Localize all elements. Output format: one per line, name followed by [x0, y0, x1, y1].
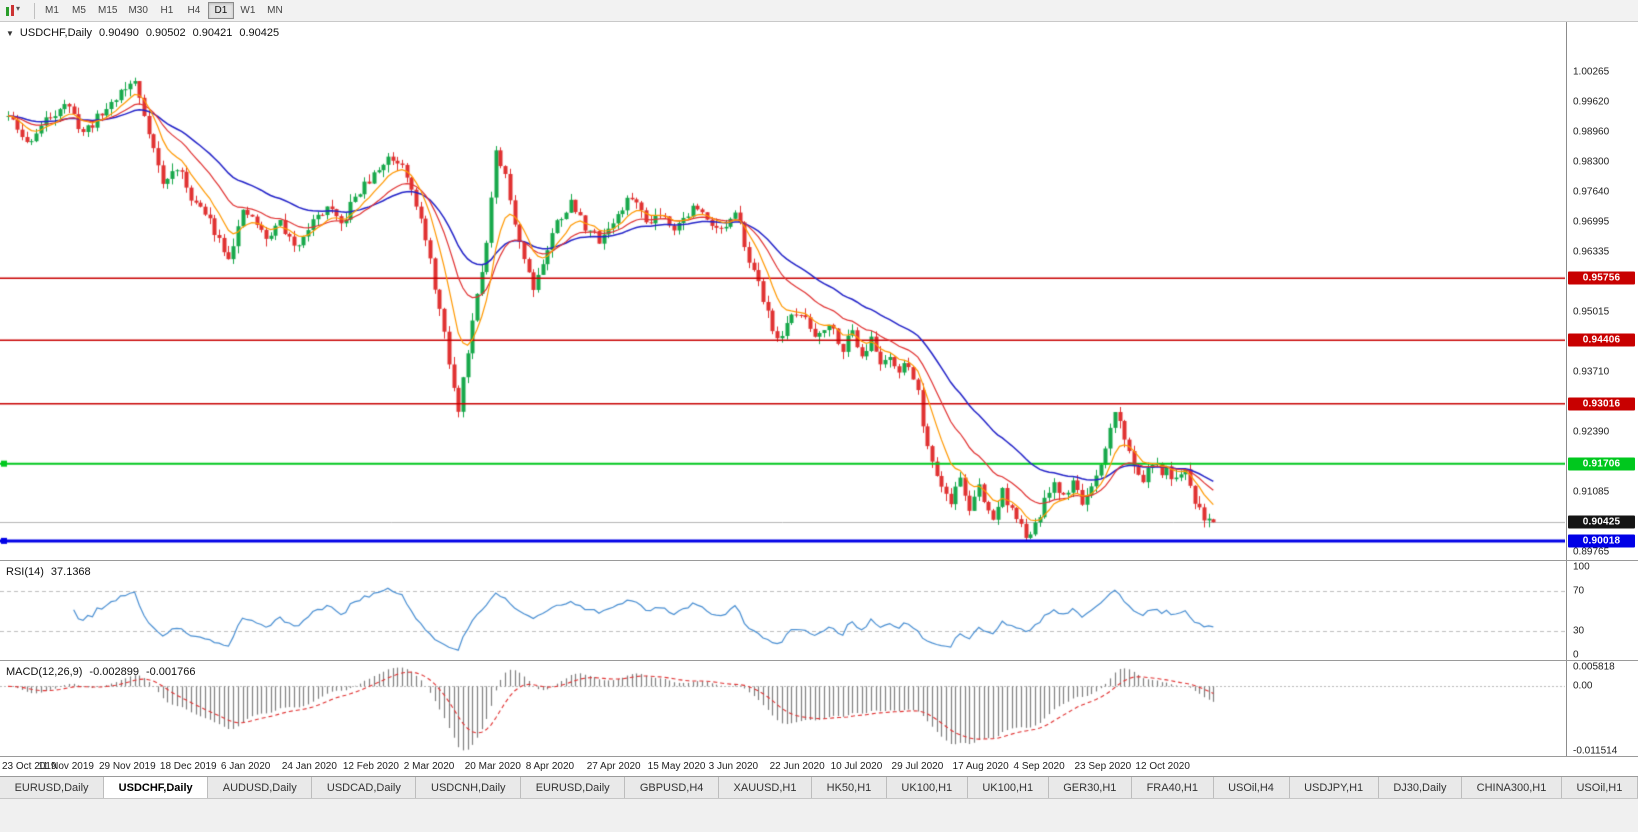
chart-tab-dj30-daily[interactable]: DJ30,Daily	[1378, 777, 1463, 798]
rsi-axis-label: 0	[1573, 649, 1579, 661]
date-axis-label: 4 Sep 2020	[1013, 761, 1065, 772]
rsi-axis-label: 70	[1573, 585, 1585, 597]
timeframe-button-h4[interactable]: H4	[187, 5, 201, 16]
date-axis-label: 23 Oct 2019	[2, 761, 57, 772]
date-axis-label: 12 Oct 2020	[1135, 761, 1190, 772]
current-price-tag: 0.90425	[1568, 515, 1635, 529]
date-axis-label: 29 Nov 2019	[98, 761, 156, 772]
date-axis-label: 2 Mar 2020	[403, 761, 455, 772]
hline-price-tag: 0.94406	[1568, 333, 1635, 347]
status-bar	[0, 798, 1638, 832]
date-axis-label: 18 Dec 2019	[159, 761, 217, 772]
timeframe-buttons-group: M1 M5 M15 M30 H1 H4 D1 W1 MN	[39, 2, 288, 19]
chart-tab-china300-h1[interactable]: CHINA300,H1	[1462, 777, 1562, 798]
candle-bar-icon	[11, 4, 14, 16]
chart-tabs-bar: EURUSD,Daily USDCHF,Daily AUDUSD,Daily USDC…	[0, 776, 1638, 798]
date-axis-label: 27 Apr 2020	[586, 761, 641, 772]
chart-tab-ger30-h1[interactable]: GER30,H1	[1048, 777, 1133, 798]
date-axis-label: 6 Jan 2020	[220, 761, 271, 772]
toolbar-separator	[34, 2, 35, 19]
date-axis-label: 12 Feb 2020	[342, 761, 399, 772]
chart-tab-uk100-h1[interactable]: UK100,H1	[967, 777, 1049, 798]
timeframe-button-mn[interactable]: MN	[267, 5, 283, 16]
chart-type-icon[interactable]: ▾	[4, 3, 28, 19]
rsi-axis-label: 30	[1573, 625, 1585, 637]
hline-price-tag: 0.93016	[1568, 397, 1635, 411]
date-axis-label: 11 Nov 2019	[37, 761, 94, 772]
chart-tab-usdcad-daily[interactable]: USDCAD,Daily	[312, 777, 417, 798]
date-axis-label: 3 Jun 2020	[708, 761, 759, 772]
chart-tab-audusd-daily[interactable]: AUDUSD,Daily	[208, 777, 313, 798]
chart-tab-usdchf-daily[interactable]: USDCHF,Daily	[104, 777, 209, 798]
chart-tab-gbpusd-h4[interactable]: GBPUSD,H4	[625, 777, 719, 798]
chart-tab-xauusd-h1[interactable]: XAUUSD,H1	[718, 777, 813, 798]
chart-tab-usdjpy-h1[interactable]: USDJPY,H1	[1289, 777, 1379, 798]
price-axis-label: 0.89765	[1573, 546, 1610, 558]
macd-axis[interactable]: 0.005818 0.00 -0.011514	[1566, 661, 1638, 756]
timeframe-button-w1[interactable]: W1	[240, 5, 256, 16]
symbol-dropdown-arrow-icon[interactable]: ▼	[6, 28, 14, 38]
chart-tab-eurusd-daily[interactable]: EURUSD,Daily	[521, 777, 626, 798]
chart-area: ▼ USDCHF,Daily 0.90490 0.90502 0.90421 0…	[0, 22, 1638, 776]
price-axis-label: 0.98960	[1573, 126, 1610, 138]
date-axis-label: 23 Sep 2020	[1074, 761, 1132, 772]
timeframe-button-m30[interactable]: M30	[128, 5, 148, 16]
hline-price-tag: 0.95756	[1568, 271, 1635, 285]
price-axis-label: 0.99620	[1573, 96, 1610, 108]
date-axis-label: 20 Mar 2020	[464, 761, 521, 772]
macd-axis-label: 0.00	[1573, 680, 1593, 692]
date-axis-label: 15 May 2020	[647, 761, 706, 772]
date-axis-label: 24 Jan 2020	[281, 761, 337, 772]
price-axis-label: 0.93710	[1573, 366, 1610, 378]
timeframe-button-h1[interactable]: H1	[160, 5, 174, 16]
timeframe-button-m5[interactable]: M5	[72, 5, 86, 16]
price-chart-canvas[interactable]	[0, 22, 1565, 560]
rsi-axis-label: 100	[1573, 561, 1590, 573]
hline-price-tag: 0.91706	[1568, 457, 1635, 471]
price-axis-label: 0.97640	[1573, 186, 1610, 198]
price-axis-label: 0.98300	[1573, 156, 1610, 168]
price-axis-label: 0.96995	[1573, 216, 1610, 228]
date-axis-label: 22 Jun 2020	[769, 761, 825, 772]
hline-price-tag: 0.90018	[1568, 534, 1635, 548]
caret-down-icon: ▾	[16, 3, 21, 13]
price-axis[interactable]: 1.00265 0.99620 0.98960 0.98300 0.97640 0.969…	[1566, 22, 1638, 560]
rsi-pane: RSI(14) 37.1368 100 70 30 0	[0, 560, 1638, 660]
chart-tab-usoil-h1[interactable]: USOil,H1	[1561, 777, 1638, 798]
date-axis-label: 29 Jul 2020	[891, 761, 944, 772]
timeframe-button-m1[interactable]: M1	[45, 5, 59, 16]
chart-tab-eurusd-daily[interactable]: EURUSD,Daily	[0, 777, 105, 798]
price-axis-label: 0.91085	[1573, 486, 1610, 498]
timeframe-button-d1[interactable]: D1	[207, 2, 234, 19]
time-axis[interactable]: 23 Oct 2019 11 Nov 2019 29 Nov 2019 18 Dec …	[0, 756, 1638, 776]
macd-pane: MACD(12,26,9) -0.002899 -0.001766 0.0058…	[0, 660, 1638, 756]
rsi-canvas[interactable]	[0, 561, 1565, 660]
price-axis-label: 0.96335	[1573, 246, 1610, 258]
chart-tab-usoil-h4[interactable]: USOil,H4	[1213, 777, 1290, 798]
chart-tab-fra40-h1[interactable]: FRA40,H1	[1132, 777, 1214, 798]
price-axis-label: 0.95015	[1573, 306, 1610, 318]
chart-tab-uk100-h1[interactable]: UK100,H1	[886, 777, 968, 798]
date-axis-label: 17 Aug 2020	[952, 761, 1009, 772]
candle-bar-icon	[6, 6, 9, 16]
price-axis-label: 0.92390	[1573, 426, 1610, 438]
date-axis-label: 10 Jul 2020	[830, 761, 883, 772]
macd-axis-label: 0.005818	[1573, 661, 1615, 673]
date-axis-label: 8 Apr 2020	[525, 761, 575, 772]
macd-canvas[interactable]	[0, 661, 1565, 756]
rsi-axis[interactable]: 100 70 30 0	[1566, 561, 1638, 660]
price-pane: ▼ USDCHF,Daily 0.90490 0.90502 0.90421 0…	[0, 22, 1638, 560]
timeframe-button-m15[interactable]: M15	[98, 5, 118, 16]
chart-tab-usdcnh-daily[interactable]: USDCNH,Daily	[416, 777, 522, 798]
timeframe-toolbar: ▾ M1 M5 M15 M30 H1 H4 D1 W1 MN	[0, 0, 1638, 22]
macd-axis-label: -0.011514	[1573, 745, 1618, 757]
chart-tab-hk50-h1[interactable]: HK50,H1	[812, 777, 887, 798]
price-axis-label: 1.00265	[1573, 66, 1610, 78]
